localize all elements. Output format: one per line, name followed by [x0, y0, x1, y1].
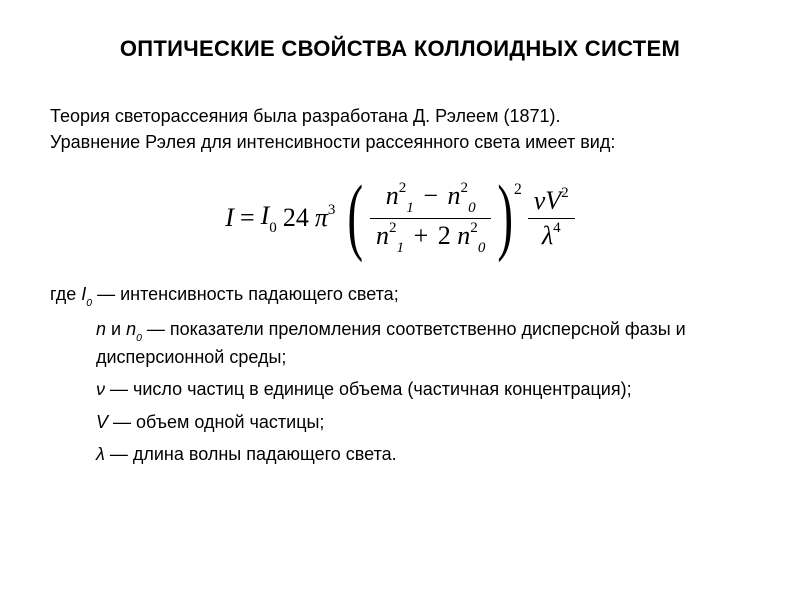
sub1: 1	[406, 200, 414, 216]
def-V-var: V	[96, 412, 108, 432]
sub0: 0	[468, 200, 476, 216]
def-V-text: — объем одной частицы;	[108, 412, 324, 432]
def-and: и	[106, 319, 126, 339]
def-nu: ν — число частиц в единице объема (части…	[96, 377, 754, 401]
var-I0: I	[261, 201, 270, 230]
def-lambda-text: — длина волны падающего света.	[105, 444, 397, 464]
paren-exp: 2	[514, 181, 522, 199]
left-paren: (	[348, 182, 364, 251]
V: V	[545, 186, 561, 215]
where-I0-text: — интенсивность падающего света;	[92, 284, 399, 304]
def-lambda: λ — длина волны падающего света.	[96, 442, 754, 466]
n0d: n	[457, 221, 470, 250]
def-n0-sub: 0	[136, 333, 142, 344]
n1d: n	[376, 221, 389, 250]
def-V: V — объем одной частицы;	[96, 410, 754, 434]
definition-list: n и n0 — показатели преломления соответс…	[46, 317, 754, 466]
intro-paragraph-1: Теория светорассеяния была разработана Д…	[46, 104, 754, 128]
lambda-exp: 4	[553, 220, 561, 236]
rayleigh-equation: I = I0 24 π3 ( n21 − n20 n21 + 2 n2	[46, 179, 754, 258]
n1: n	[386, 181, 399, 210]
def-nu-var: ν	[96, 379, 105, 399]
page-title: ОПТИЧЕСКИЕ СВОЙСТВА КОЛЛОИДНЫХ СИСТЕМ	[46, 36, 754, 62]
where-I0-sub: 0	[86, 298, 92, 309]
exp2b: 2	[461, 180, 469, 196]
def-n-var: n	[96, 319, 106, 339]
exp2c: 2	[389, 220, 397, 236]
fraction-n: n21 − n20 n21 + 2 n20	[370, 179, 491, 258]
V-exp: 2	[561, 185, 569, 201]
exp2d: 2	[470, 220, 478, 236]
two: 2	[438, 221, 451, 250]
n0: n	[448, 181, 461, 210]
where-prefix: где	[50, 284, 81, 304]
def-n0-var: n	[126, 319, 136, 339]
def-n-text: — показатели преломления соответственно …	[96, 319, 686, 367]
var-I: I	[225, 203, 234, 232]
intro-paragraph-2: Уравнение Рэлея для интенсивности рассея…	[46, 130, 754, 154]
minus: −	[420, 181, 441, 210]
exp2: 2	[399, 180, 407, 196]
pi-exp: 3	[328, 202, 336, 218]
def-nu-text: — число частиц в единице объема (частичн…	[105, 379, 632, 399]
nu: ν	[534, 186, 546, 215]
where-line: где I0 — интенсивность падающего света;	[46, 282, 754, 310]
paren-group: ( n21 − n20 n21 + 2 n20 ) 2	[341, 179, 521, 258]
lambda: λ	[542, 221, 553, 250]
equals-sign: =	[240, 203, 255, 233]
pi: π	[315, 203, 328, 232]
def-n: n и n0 — показатели преломления соответс…	[96, 317, 754, 369]
fraction-nuV-lambda: νV2 λ4	[528, 184, 575, 252]
sub-0: 0	[269, 220, 277, 236]
def-lambda-var: λ	[96, 444, 105, 464]
sub0d: 0	[478, 240, 486, 256]
right-paren: )	[498, 182, 514, 251]
sub1d: 1	[397, 240, 405, 256]
plus: +	[411, 221, 432, 250]
coeff-24: 24	[283, 203, 309, 233]
